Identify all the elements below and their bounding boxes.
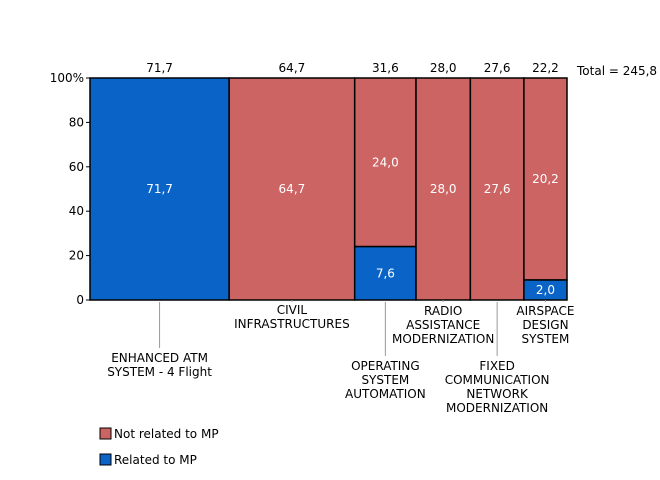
bar-total-label: 31,6 xyxy=(372,61,399,75)
segment-value-label: 71,7 xyxy=(146,182,173,196)
y-tick-label: 80 xyxy=(69,115,84,129)
y-tick-label: 20 xyxy=(69,249,84,263)
y-tick-label: 40 xyxy=(69,204,84,218)
total-label: Total = 245,8 xyxy=(576,64,657,78)
legend: Not related to MP Related to MP xyxy=(99,427,219,467)
bar-segment-related xyxy=(353,245,417,301)
bar-total-label: 71,7 xyxy=(146,61,173,75)
bars: 71,7 64,7 24,0 7,6 28,0 27,6 20,2 2,0 xyxy=(89,77,568,301)
legend-swatch xyxy=(99,453,112,466)
y-tick-label: 0 xyxy=(76,293,84,307)
legend-swatch xyxy=(99,427,112,440)
bar-segment-not-related xyxy=(228,77,356,301)
y-tick-label: 100% xyxy=(50,71,84,85)
category-label: ENHANCED ATM SYSTEM - 4 Flight xyxy=(107,351,212,379)
bar-segment-not-related xyxy=(353,77,417,248)
bar-total-label: 64,7 xyxy=(279,61,306,75)
category-label: AIRSPACE DESIGN SYSTEM xyxy=(516,304,574,346)
bar-total-label: 22,2 xyxy=(532,61,559,75)
category-label: FIXED COMMUNICATION NETWORK MODERNIZATION xyxy=(445,359,550,415)
bar-total-label: 28,0 xyxy=(430,61,457,75)
legend-label: Related to MP xyxy=(114,453,197,467)
segment-value-label: 20,2 xyxy=(532,172,559,186)
bar-segment-not-related xyxy=(469,77,525,301)
category-label: RADIO ASSISTANCE MODERNIZATION xyxy=(392,304,494,346)
bar-segment-not-related xyxy=(523,77,568,281)
bar-segment-related xyxy=(89,77,230,301)
y-tick-label: 60 xyxy=(69,160,84,174)
legend-label: Not related to MP xyxy=(114,427,219,441)
segment-value-label: 7,6 xyxy=(376,266,395,280)
bar-segment-not-related xyxy=(415,77,472,301)
y-axis: 0 20 40 60 80 100% xyxy=(50,71,91,307)
top-values: 71,7 64,7 31,6 28,0 27,6 22,2 xyxy=(146,61,559,75)
segment-value-label: 64,7 xyxy=(279,182,306,196)
category-labels: ENHANCED ATM SYSTEM - 4 Flight CIVIL INFRAS… xyxy=(107,300,575,415)
segment-value-label: 24,0 xyxy=(372,155,399,169)
category-label: CIVIL INFRASTRUCTURES xyxy=(234,303,350,331)
segment-value-label: 27,6 xyxy=(484,182,511,196)
category-label: OPERATING SYSTEM AUTOMATION xyxy=(345,359,426,401)
bar-total-label: 27,6 xyxy=(484,61,511,75)
segment-value-label: 28,0 xyxy=(430,182,457,196)
segment-value-label: 2,0 xyxy=(536,283,555,297)
